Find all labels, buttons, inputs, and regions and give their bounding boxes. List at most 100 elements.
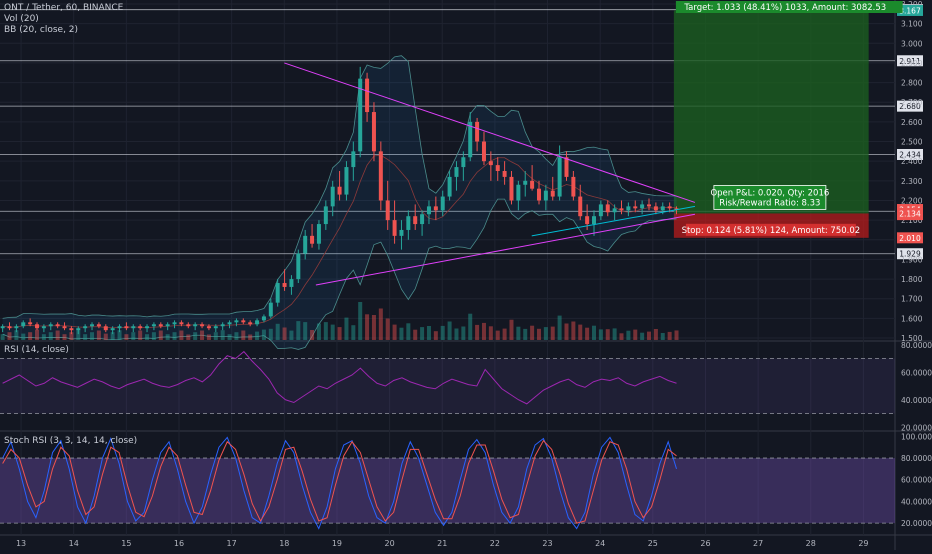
time-axis: 13 14 15 16 17 18 19 20 21 22 23 24 25 26 27 28 29 [16,539,869,548]
candle-body [385,200,390,221]
candle-body [14,326,19,329]
stop-label: Stop: 0.124 (5.81%) 124, Amount: 750.02 [682,226,861,236]
time-axis-label: 13 [16,539,26,548]
rsi-band-fill [0,358,895,414]
volume-indicator-label[interactable]: Vol (20) [4,14,39,24]
candle-body [337,186,342,195]
volume-bar [612,328,617,340]
stoch-axis-label: 60.0000 [901,476,932,485]
candle-body [619,208,624,211]
volume-bar [179,330,184,340]
volume-bar [275,323,280,340]
candle-body [316,224,321,244]
stoch-axis-label: 20.0000 [901,519,932,528]
rsi-legend[interactable]: RSI (14, close) [4,345,69,355]
candle-body [193,324,198,327]
candle-body [523,180,528,185]
candle-body [392,220,397,236]
volume-bar [35,329,40,340]
volume-bar [454,328,459,340]
candle-body [268,302,273,317]
candle-body [41,326,46,329]
candle-body [591,216,596,225]
volume-bar [337,327,342,340]
time-axis-label: 22 [490,539,500,548]
candle-body [323,206,328,225]
volume-bar [647,331,652,340]
candle-body [179,322,184,325]
volume-bar [145,334,150,340]
time-axis-label: 24 [595,539,605,548]
volume-bar [158,330,163,340]
candle-body [21,322,26,327]
price-axis-label: 2.300 [901,177,923,186]
candle-body [365,78,370,113]
candle-body [83,326,88,329]
candle-body [138,326,143,329]
bollinger-indicator-label[interactable]: BB (20, close, 2) [4,25,79,35]
candle-body [103,326,108,331]
volume-bar [186,334,191,340]
price-badge-text: 3.167 [899,6,921,15]
candle-body [48,324,53,327]
candle-body [220,324,225,327]
volume-bar [399,327,404,340]
time-axis-label: 21 [437,539,447,548]
volume-bar [206,334,211,340]
price-level-badge [897,148,923,160]
volume-bar [536,328,541,340]
candle-body [55,324,60,327]
price-badge [897,4,923,16]
time-axis-label: 28 [806,539,816,548]
volume-bar [41,334,46,340]
price-badge [897,207,923,219]
volume-bar [605,329,610,340]
stoch-band-fill [0,458,895,524]
candle-body [612,208,617,213]
candle-body [433,206,438,211]
stoch-legend[interactable]: Stoch RSI (3, 3, 14, 14, close) [4,436,138,446]
candle-body [241,320,246,323]
candle-body [378,151,383,201]
volume-bar [21,333,26,340]
volume-bar [516,326,521,340]
volume-bar [28,332,33,340]
candle-body [530,180,535,189]
volume-bar [564,323,569,340]
price-axis-label: 2.700 [901,98,923,107]
price-axis-label: 1.600 [901,314,923,323]
target-label-box[interactable] [675,1,903,13]
candle-body [399,229,404,236]
candle-body [626,206,631,211]
volume-bar [323,322,328,340]
time-axis-label: 17 [227,539,237,548]
volume-bar [530,325,535,340]
candle-body [647,204,652,207]
triangle-drawing [284,62,696,286]
rsi-line [2,350,677,405]
volume-bar [413,329,418,340]
triangle-trendline [315,213,696,286]
candle-body [35,324,40,329]
volume-bar [193,332,198,340]
volume-bar [234,332,239,340]
bb-lower [2,198,677,350]
bb-fill [2,55,677,350]
volume-bar [55,330,60,340]
candle-body [598,204,603,217]
volume-bar [481,322,486,340]
price-axis-label: 1.500 [901,334,923,343]
volume-bar [591,325,596,340]
volume-bar [0,334,5,340]
candle-body [564,157,569,177]
candle-body [261,316,266,321]
volume-bar [69,332,74,340]
candle-body [660,206,665,211]
price-axis-label: 3.000 [901,39,923,48]
volume-bar [351,325,356,340]
volume-bar [7,332,12,340]
volume-bar [76,330,81,340]
candle-body [186,324,191,327]
